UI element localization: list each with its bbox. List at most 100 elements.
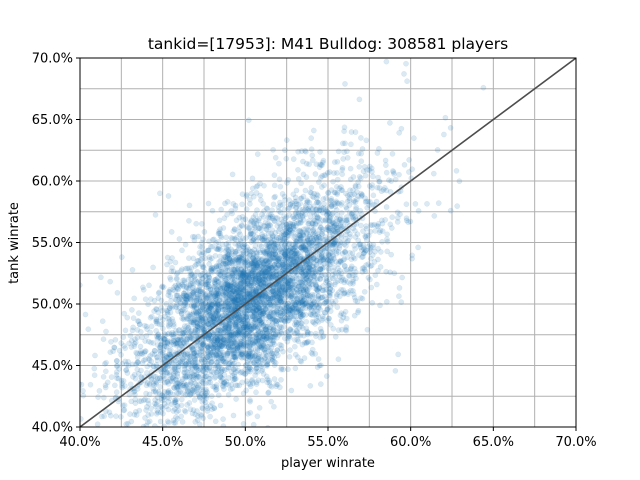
data-point [387, 120, 393, 126]
data-point [391, 171, 397, 177]
data-point [242, 216, 249, 223]
data-point [388, 251, 395, 258]
data-point [238, 344, 245, 351]
data-point [217, 373, 223, 380]
data-point [326, 217, 333, 223]
data-point [211, 405, 217, 411]
data-point [157, 314, 164, 321]
data-point [155, 309, 162, 316]
data-point [175, 285, 181, 292]
data-point [179, 355, 186, 362]
data-point [249, 349, 256, 356]
data-point [310, 273, 317, 280]
data-point [309, 351, 316, 357]
data-point [338, 187, 345, 193]
data-point [272, 331, 279, 337]
data-point [363, 232, 370, 239]
data-point [342, 235, 349, 242]
data-point [219, 349, 226, 356]
data-point [362, 195, 369, 202]
data-point [245, 353, 251, 359]
data-point [106, 409, 113, 416]
data-point [237, 286, 243, 293]
data-point [284, 311, 290, 318]
data-point [196, 278, 202, 285]
data-point [349, 213, 356, 220]
data-point [456, 178, 463, 185]
data-point [370, 192, 377, 199]
data-point [312, 268, 319, 275]
data-point [200, 393, 207, 399]
data-point [292, 254, 298, 260]
data-point [267, 382, 273, 389]
data-point [185, 324, 192, 331]
data-point [253, 234, 259, 240]
data-point [276, 238, 283, 245]
data-point [253, 261, 260, 267]
data-point [153, 306, 159, 312]
data-point [397, 211, 403, 218]
data-point [148, 405, 154, 412]
data-point [64, 400, 69, 405]
data-point [80, 416, 84, 422]
data-point [205, 247, 212, 254]
data-point [159, 405, 166, 412]
data-point [225, 391, 232, 398]
data-point [176, 345, 183, 352]
data-point [223, 285, 230, 292]
data-point [192, 342, 199, 349]
data-point [293, 204, 299, 211]
data-point [243, 326, 250, 333]
data-point [132, 391, 138, 398]
data-point [234, 296, 240, 303]
data-point [170, 408, 177, 414]
data-point [306, 284, 313, 291]
data-point [290, 256, 297, 263]
data-point [235, 361, 242, 368]
data-point [270, 324, 277, 331]
data-point [367, 276, 373, 283]
data-point [182, 392, 189, 398]
data-point [323, 226, 329, 233]
data-point [113, 389, 120, 396]
data-point [300, 171, 307, 178]
data-point [129, 266, 136, 273]
data-point [133, 412, 140, 418]
data-point [218, 352, 225, 358]
data-point [135, 428, 140, 433]
data-point [333, 183, 340, 190]
data-point [202, 255, 208, 261]
data-point [252, 352, 259, 359]
data-point [130, 373, 136, 380]
data-point [116, 347, 123, 354]
data-point [213, 276, 220, 283]
data-point [325, 190, 332, 197]
data-point [318, 252, 325, 258]
data-point [241, 241, 248, 248]
data-point [248, 190, 255, 197]
data-point [212, 335, 219, 342]
data-point [310, 256, 317, 262]
data-point [238, 297, 245, 304]
data-point [348, 141, 354, 148]
data-point [403, 215, 410, 222]
data-point [121, 402, 128, 409]
data-point [383, 298, 390, 305]
data-point [216, 230, 222, 236]
data-point [411, 135, 417, 141]
data-point [192, 356, 199, 363]
data-point [326, 218, 333, 225]
data-point [298, 180, 304, 187]
data-point [150, 363, 157, 370]
data-point [224, 322, 230, 328]
data-point [183, 296, 190, 303]
data-point [300, 332, 307, 339]
data-point [151, 423, 158, 427]
data-point [150, 388, 157, 395]
data-point [254, 151, 261, 157]
data-point [159, 283, 166, 290]
data-point [347, 165, 354, 172]
data-point [308, 184, 315, 191]
data-point [335, 261, 342, 267]
data-point [204, 312, 211, 319]
